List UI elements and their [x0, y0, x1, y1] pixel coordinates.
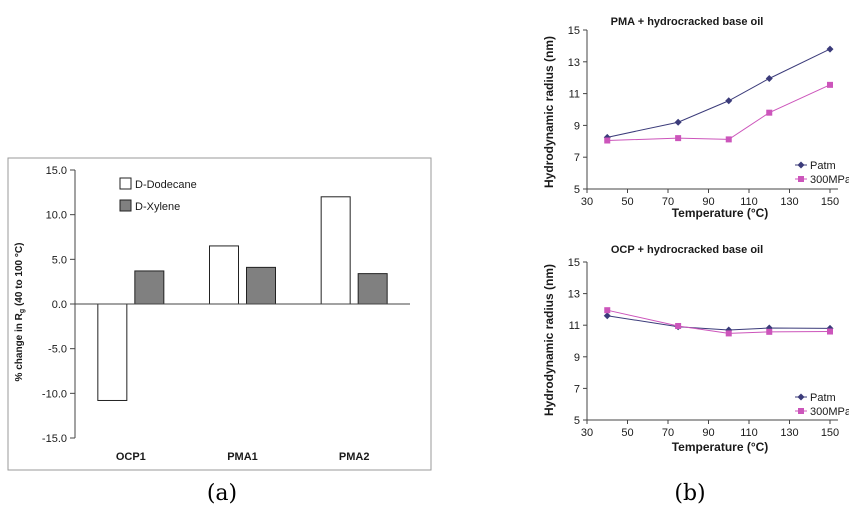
- x-tick-label: PMA1: [227, 451, 258, 463]
- x-tick-label: 30: [581, 427, 593, 439]
- data-point: [604, 307, 611, 314]
- bar: [246, 266, 276, 305]
- y-tick-label: 5: [574, 184, 580, 196]
- y-tick-label: 13: [568, 289, 580, 301]
- legend-label: Patm: [810, 160, 836, 172]
- legend: D-Dodecane D-Xylene: [119, 177, 197, 213]
- data-point: [725, 330, 732, 337]
- caption-a: (a): [207, 481, 237, 506]
- data-point: [826, 45, 834, 53]
- data-point: [827, 328, 833, 335]
- y-tick-label: 9: [574, 120, 580, 132]
- legend-label: Patm: [810, 392, 836, 404]
- legend-swatch: [119, 199, 132, 212]
- x-tick-labels: OCP1 PMA1 PMA2: [116, 451, 370, 463]
- x-tick-label: 130: [780, 196, 798, 208]
- y-tick-label: 15: [568, 257, 580, 269]
- plot-area: 15 13 11 9 7 530 50 70 90 110 130 150 Patm 300MPa: [568, 25, 849, 208]
- legend-marker: [797, 161, 805, 169]
- x-tick-label: 110: [740, 196, 758, 208]
- data-point: [766, 109, 773, 116]
- y-tick-label: 15.0: [46, 165, 67, 177]
- y-tick-label: 5: [574, 415, 580, 427]
- y-tick-label: 9: [574, 352, 580, 364]
- bar: [320, 196, 351, 305]
- data-point: [603, 312, 611, 320]
- x-tick-label: 70: [662, 427, 674, 439]
- data-point: [827, 81, 833, 88]
- series-line: [607, 48, 831, 138]
- x-tick-label: 110: [740, 427, 758, 439]
- y-tick-label: 0.0: [52, 299, 67, 311]
- legend-swatch: [119, 177, 132, 190]
- x-tick-label: 50: [621, 196, 633, 208]
- x-tick-label: 130: [780, 427, 798, 439]
- y-tick-label: -15.0: [42, 433, 67, 445]
- ocp-line-chart: OCP + hydrocracked base oil Hydrodynamic…: [542, 244, 849, 454]
- data-point: [765, 74, 773, 82]
- y-axis-label: Hydrodynamic radius (nm): [542, 264, 556, 416]
- x-tick-label: OCP1: [116, 451, 146, 463]
- y-tick-label: 11: [569, 320, 580, 332]
- legend-label: D-Dodecane: [135, 179, 197, 191]
- series-line: [607, 84, 831, 142]
- legend-label: D-Xylene: [135, 201, 180, 213]
- plot-frame: [7, 157, 432, 471]
- y-tick-label: 11: [569, 89, 580, 101]
- legend-label: 300MPa: [810, 174, 849, 186]
- bar: [97, 303, 128, 401]
- bar-chart-panel: % change in Rg (40 to 100 °C) 15.0 10.0 5.…: [7, 157, 432, 471]
- data-point: [604, 137, 611, 144]
- pma-line-chart: PMA + hydrocracked base oil Hydrodynamic…: [542, 16, 849, 220]
- y-tick-label: 7: [574, 152, 580, 164]
- bars: [97, 196, 388, 401]
- x-tick-label: 150: [821, 196, 839, 208]
- plot-area: 15 13 11 9 7 530 50 70 90 110 130 150 Patm 300MPa: [568, 257, 849, 439]
- y-axis-label: % change in Rg (40 to 100 °C): [14, 243, 26, 382]
- data-point: [725, 136, 732, 143]
- data-point: [766, 328, 773, 335]
- x-axis-label: Temperature (°C): [672, 440, 769, 454]
- x-tick-label: 50: [621, 427, 633, 439]
- series-line: [607, 309, 831, 334]
- y-tick-label: -10.0: [42, 388, 67, 400]
- x-tick-label: 150: [821, 427, 839, 439]
- data-point: [674, 118, 682, 126]
- data-point: [675, 135, 682, 142]
- x-tick-label: 70: [662, 196, 674, 208]
- chart-title: OCP + hydrocracked base oil: [611, 244, 763, 256]
- y-tick-label: -5.0: [48, 344, 67, 356]
- legend-marker: [798, 408, 804, 414]
- legend-label: 300MPa: [810, 406, 849, 418]
- caption-b: (b): [674, 481, 705, 506]
- y-axis-label: Hydrodynamic radius (nm): [542, 36, 556, 188]
- legend-marker: [798, 176, 804, 182]
- y-tick-label: 10.0: [46, 210, 67, 222]
- bar: [357, 273, 388, 305]
- chart-title: PMA + hydrocracked base oil: [611, 16, 764, 28]
- x-tick-label: PMA2: [339, 451, 370, 463]
- data-point: [725, 97, 733, 105]
- y-tick-labels: 15.0 10.0 5.0 0.0 -5.0 -10.0 -15.0: [42, 165, 75, 445]
- y-tick-label: 5.0: [52, 254, 67, 266]
- y-tick-label: 13: [568, 57, 580, 69]
- legend-marker: [797, 393, 805, 401]
- data-point: [675, 322, 682, 329]
- x-axis-label: Temperature (°C): [672, 206, 769, 220]
- bar: [134, 270, 165, 305]
- x-tick-label: 90: [702, 196, 714, 208]
- y-tick-label: 15: [568, 25, 580, 37]
- y-tick-label: 7: [574, 383, 580, 395]
- x-tick-label: 30: [581, 196, 593, 208]
- x-tick-label: 90: [702, 427, 714, 439]
- bar: [209, 245, 239, 305]
